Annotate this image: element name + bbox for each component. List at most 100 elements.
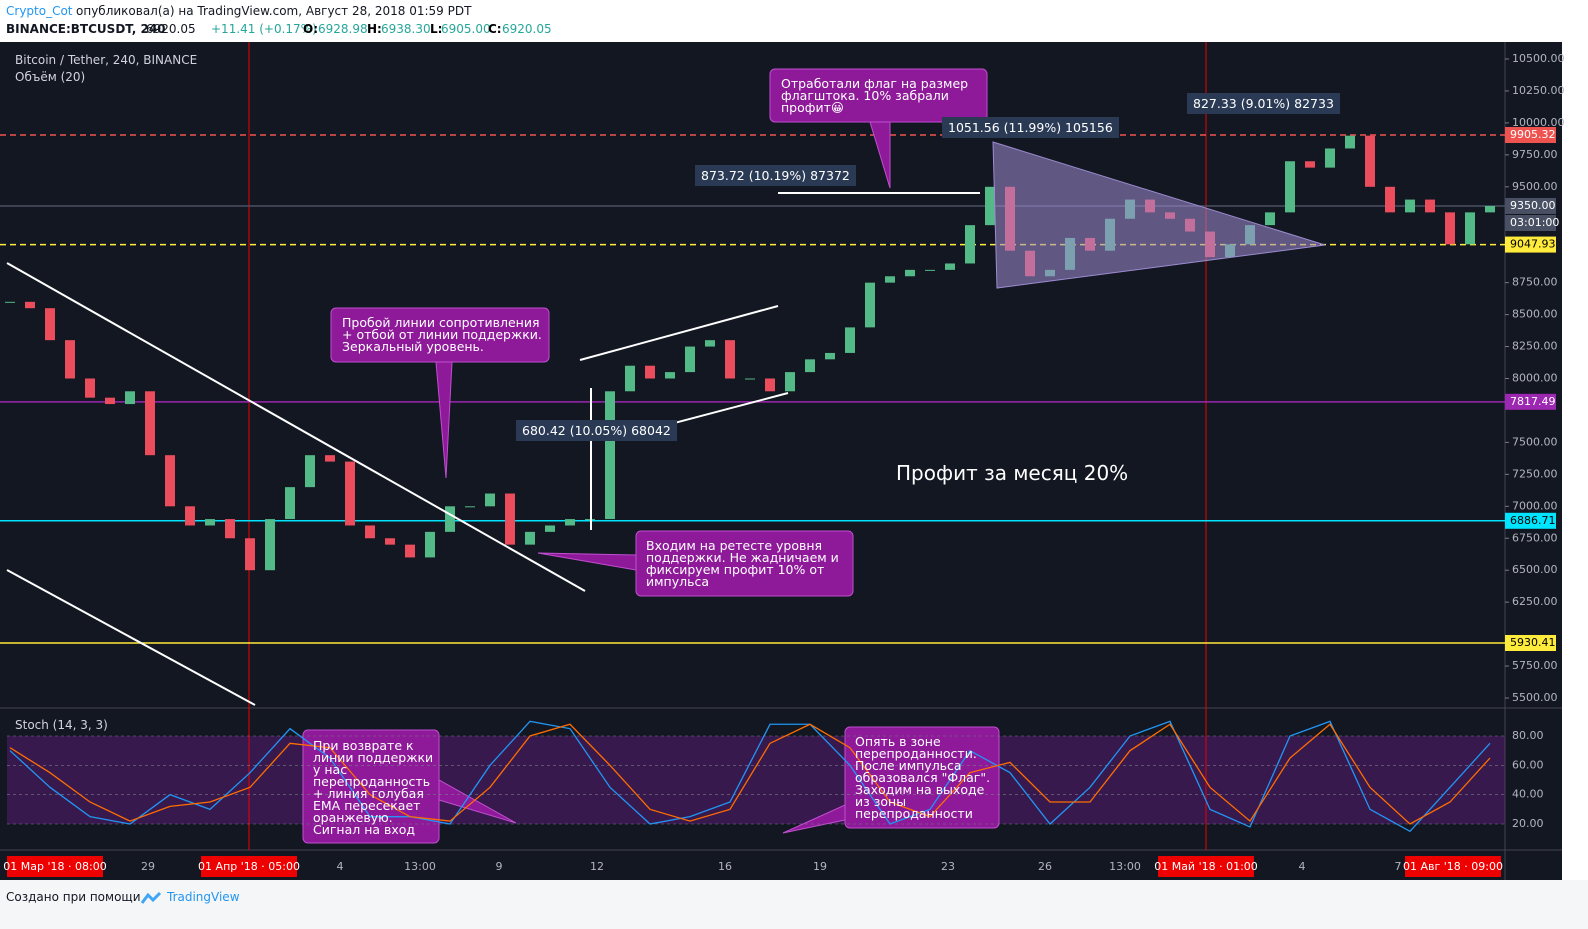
candle xyxy=(1405,199,1415,213)
level-label: 5930.41 xyxy=(1510,636,1556,649)
candle xyxy=(345,461,355,526)
candle xyxy=(1385,186,1395,213)
y-tick-label: 6250.00 xyxy=(1512,595,1558,608)
x-tick-label: 26 xyxy=(1038,860,1052,873)
made-with: Создано при помощи xyxy=(6,890,141,904)
x-tick-label: 16 xyxy=(718,860,732,873)
volume-label: Объём (20) xyxy=(15,70,86,84)
stoch-band xyxy=(7,736,1505,824)
candle xyxy=(945,263,955,270)
measure: 873.72 (10.19%) 87372 xyxy=(695,165,856,186)
price-axis-bg xyxy=(1505,42,1562,880)
candle xyxy=(85,378,95,398)
x-badge xyxy=(1405,856,1501,877)
callouts xyxy=(302,68,1000,844)
candle xyxy=(445,506,455,532)
candle xyxy=(385,538,395,545)
chart-title: Bitcoin / Tether, 240, BINANCE xyxy=(15,53,198,67)
level-label: 6886.71 xyxy=(1510,514,1556,527)
candle xyxy=(905,269,915,277)
level-label: 9905.32 xyxy=(1510,128,1556,141)
y-tick-label: 5500.00 xyxy=(1512,691,1558,704)
candle xyxy=(865,282,875,328)
candle xyxy=(745,378,755,380)
last: 6920.05 xyxy=(146,22,196,36)
stoch-tick-label: 40.00 xyxy=(1512,788,1544,801)
x-tick-label: 7 xyxy=(1395,860,1402,873)
note: Входим на ретесте уровня поддержки. Не ж… xyxy=(646,538,839,589)
note: Опять в зоне перепроданности. После импу… xyxy=(855,734,991,821)
candle xyxy=(645,365,655,379)
c-label: C: xyxy=(488,22,502,36)
candle xyxy=(965,225,975,264)
countdown: 03:01:00 xyxy=(1510,216,1559,229)
y-tick-label: 8250.00 xyxy=(1512,340,1558,353)
candle xyxy=(1325,148,1335,168)
countdown-badge xyxy=(1505,215,1556,231)
measure: 680.42 (10.05%) 68042 xyxy=(516,420,677,441)
symbol: BINANCE:BTCUSDT, 240 xyxy=(6,22,166,36)
stoch-tick-label: 80.00 xyxy=(1512,729,1544,742)
drawings xyxy=(6,192,980,706)
level-badge xyxy=(1505,512,1556,529)
candle xyxy=(145,391,155,456)
brand-logo xyxy=(140,891,162,904)
l-label: L: xyxy=(430,22,443,36)
x-badge xyxy=(201,856,297,877)
author[interactable]: Crypto_Cot xyxy=(6,4,73,18)
candle xyxy=(805,359,815,373)
candle xyxy=(25,301,35,309)
candle xyxy=(125,391,135,405)
change: +11.41 (+0.17%) xyxy=(211,22,317,36)
level-badge xyxy=(1505,236,1556,253)
measure: 1051.56 (11.99%) 105156 xyxy=(942,117,1119,138)
candle xyxy=(425,531,435,558)
y-tick-label: 7250.00 xyxy=(1512,467,1558,480)
level-label: 9047.93 xyxy=(1510,238,1556,251)
candle xyxy=(725,340,735,379)
x-tick-label: 4 xyxy=(337,860,344,873)
level-badge xyxy=(1505,393,1556,410)
y-tick-label: 10500.00 xyxy=(1512,52,1565,65)
high: 6938.30 xyxy=(381,22,431,36)
candle xyxy=(165,455,175,507)
level-badge xyxy=(1505,127,1556,144)
y-tick-label: 10000.00 xyxy=(1512,116,1565,129)
candle xyxy=(605,391,615,520)
candle xyxy=(505,493,515,545)
x-tick-label: 23 xyxy=(941,860,955,873)
candle xyxy=(925,269,935,271)
low: 6905.00 xyxy=(441,22,491,36)
h-label: H: xyxy=(367,22,382,36)
x-badge xyxy=(7,856,103,877)
measure: 827.33 (9.01%) 82733 xyxy=(1187,93,1340,114)
triangle xyxy=(992,141,1326,289)
candle xyxy=(305,455,315,488)
y-tick-label: 8750.00 xyxy=(1512,276,1558,289)
stoch-title: Stoch (14, 3, 3) xyxy=(15,718,108,732)
level-badge xyxy=(1505,634,1556,651)
x-tick-label: 13:00 xyxy=(404,860,436,873)
close: 6920.05 xyxy=(502,22,552,36)
candle xyxy=(1445,212,1455,245)
candle xyxy=(325,455,335,462)
o-label: O: xyxy=(303,22,318,36)
profit-text: Профит за месяц 20% xyxy=(896,461,1129,485)
note: При возврате к линии поддержки у нас пер… xyxy=(313,738,434,837)
level-label: 9350.00 xyxy=(1510,199,1556,212)
level-label: 7817.49 xyxy=(1510,395,1556,408)
stoch-line xyxy=(9,723,1491,825)
brand[interactable]: TradingView xyxy=(167,890,240,904)
y-tick-label: 10250.00 xyxy=(1512,84,1565,97)
candle xyxy=(485,493,495,507)
candle xyxy=(5,301,15,303)
stoch-tick-label: 60.00 xyxy=(1512,758,1544,771)
candle xyxy=(685,346,695,373)
candle xyxy=(245,538,255,571)
level-badge xyxy=(1505,197,1556,214)
y-tick-label: 9750.00 xyxy=(1512,148,1558,161)
candle xyxy=(885,276,895,283)
note: Пробой линии сопротивления + отбой от ли… xyxy=(342,315,542,354)
